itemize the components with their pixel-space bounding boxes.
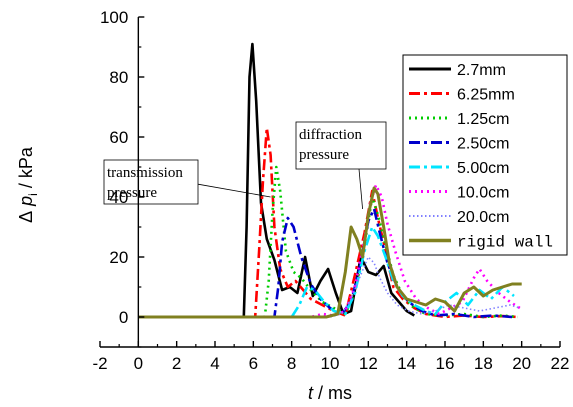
- series-line-5: [138, 225, 515, 319]
- series-line-6: [138, 183, 521, 319]
- annotation-text: pressure: [299, 147, 349, 163]
- x-tick-label: 6: [249, 354, 258, 373]
- legend-label: 2.7mm: [457, 62, 506, 79]
- legend-label: 5.00cm: [457, 160, 509, 177]
- annotation-text: transmission: [107, 165, 183, 181]
- y-tick-label: 80: [109, 68, 128, 87]
- legend-label: 20.0cm: [457, 209, 509, 226]
- x-tick-label: -2: [92, 354, 107, 373]
- y-tick-label: 40: [109, 188, 128, 207]
- x-tick-label: 2: [172, 354, 181, 373]
- annotation-leader: [358, 168, 363, 210]
- legend-label: 10.0cm: [457, 185, 509, 202]
- x-tick-label: 14: [397, 354, 416, 373]
- x-tick-label: 0: [134, 354, 143, 373]
- y-axis-title: Δ pi / kPa: [16, 146, 40, 223]
- x-tick-label: 22: [551, 354, 570, 373]
- y-tick-label: 20: [109, 248, 128, 267]
- legend-label: 1.25cm: [457, 111, 509, 128]
- annotation-text: diffraction: [299, 127, 363, 143]
- series-line-7: [138, 256, 521, 318]
- y-tick-label: 100: [100, 8, 128, 27]
- axes: -2 0 2 4 6 8 10 12 14 16 18 20 22 0 20 40 60 80 100 t / ms Δ…: [16, 8, 569, 403]
- annotation-box: [295, 121, 387, 170]
- series-line-1: [138, 42, 415, 319]
- y-tick-label: 60: [109, 128, 128, 147]
- y-tick-label: 0: [119, 308, 128, 327]
- legend-label: rigid wall: [457, 234, 553, 252]
- annotation-leader: [197, 183, 271, 198]
- legend-box: [402, 54, 568, 256]
- legend-label: 2.50cm: [457, 136, 509, 153]
- x-tick-label: 18: [474, 354, 493, 373]
- series-layer: [138, 42, 522, 319]
- x-tick-label: 10: [321, 354, 340, 373]
- legend-label: 6.25mm: [457, 87, 515, 104]
- annotation-box: [103, 159, 199, 205]
- annotation-layer: transmission pressure diffraction pressure: [103, 121, 387, 210]
- x-axis-title: t / ms: [308, 383, 352, 403]
- annotation-text: pressure: [107, 185, 157, 201]
- legend: 2.7mm 6.25mm 1.25cm 2.50cm 5.00cm 10.0cm 20.0c…: [402, 54, 568, 256]
- series-line-8: [138, 186, 522, 319]
- x-tick-label: 12: [359, 354, 378, 373]
- x-tick-label: 20: [512, 354, 531, 373]
- x-tick-label: 8: [287, 354, 296, 373]
- x-tick-label: 4: [210, 354, 219, 373]
- x-tick-label: 16: [436, 354, 455, 373]
